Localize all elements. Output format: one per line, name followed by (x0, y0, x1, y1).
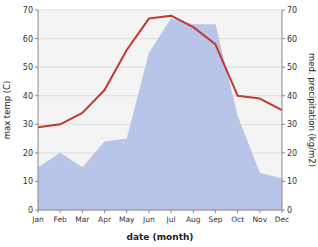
x-tick (215, 210, 216, 213)
y2-tick (282, 124, 285, 125)
plot-area (38, 16, 282, 210)
x-tick-label: Feb (54, 215, 68, 224)
x-tick (193, 210, 194, 213)
y2-tick (282, 67, 285, 68)
y2-tick (282, 10, 285, 11)
x-tick-label: Apr (98, 215, 112, 224)
y2-axis-label: med. precipitation (kg/m2) (307, 53, 317, 167)
x-tick (60, 210, 61, 213)
y2-tick (282, 38, 285, 39)
y-tick-label: 0 (28, 206, 33, 215)
y2-tick-label: 70 (287, 6, 297, 15)
y-tick-label: 20 (23, 149, 33, 158)
x-tick (171, 210, 172, 213)
y2-tick-label: 50 (287, 63, 297, 72)
plot-background (38, 10, 282, 210)
y-axis-label: max temp (C) (2, 81, 12, 140)
y2-tick-label: 30 (287, 120, 297, 129)
y2-tick-label: 60 (287, 35, 297, 44)
y-tick-label: 40 (23, 92, 33, 101)
y-tick-label: 50 (23, 63, 33, 72)
x-tick (148, 210, 149, 213)
y-tick (35, 181, 38, 182)
y-tick-label: 10 (23, 177, 33, 186)
y-tick (35, 95, 38, 96)
x-tick-label: Sep (208, 215, 222, 224)
y-tick (35, 10, 38, 11)
x-axis-line (38, 210, 282, 211)
precipitation-area (38, 19, 282, 210)
y2-tick-label: 10 (287, 177, 297, 186)
y2-tick (282, 152, 285, 153)
x-tick-label: Mar (75, 215, 90, 224)
y2-axis-line (282, 10, 283, 210)
x-tick-label: Dec (275, 215, 290, 224)
y-tick-label: 30 (23, 120, 33, 129)
x-tick-label: May (119, 215, 135, 224)
y-tick (35, 38, 38, 39)
x-tick (104, 210, 105, 213)
x-tick-label: Jun (142, 215, 155, 224)
y2-tick-label: 40 (287, 92, 297, 101)
y2-tick (282, 95, 285, 96)
x-tick (82, 210, 83, 213)
y-tick (35, 124, 38, 125)
chart: 0 10 20 30 40 50 60 70 0 10 20 30 40 50 60 70 Jan Feb Mar A… (0, 0, 318, 247)
x-tick (237, 210, 238, 213)
y2-tick-label: 20 (287, 149, 297, 158)
y-tick (35, 152, 38, 153)
grid-line (38, 210, 282, 211)
x-tick (282, 210, 283, 213)
y2-tick (282, 181, 285, 182)
x-tick (38, 210, 39, 213)
x-tick-label: Jan (31, 215, 44, 224)
y-tick-label: 70 (23, 6, 33, 15)
x-tick-label: Nov (252, 215, 267, 224)
y2-tick-label: 0 (287, 206, 292, 215)
grid-line (38, 10, 282, 11)
x-tick (126, 210, 127, 213)
temperature-line (38, 16, 282, 127)
x-tick (259, 210, 260, 213)
y-axis-line (38, 10, 39, 210)
x-axis-label: date (month) (127, 232, 194, 242)
y-tick (35, 67, 38, 68)
x-tick-label: Oct (231, 215, 244, 224)
y-tick-label: 60 (23, 35, 33, 44)
x-tick-label: Jul (166, 215, 176, 224)
chart-container: 0 10 20 30 40 50 60 70 0 10 20 30 40 50 60 70 Jan Feb Mar A… (0, 0, 318, 247)
x-tick-label: Aug (186, 215, 201, 224)
